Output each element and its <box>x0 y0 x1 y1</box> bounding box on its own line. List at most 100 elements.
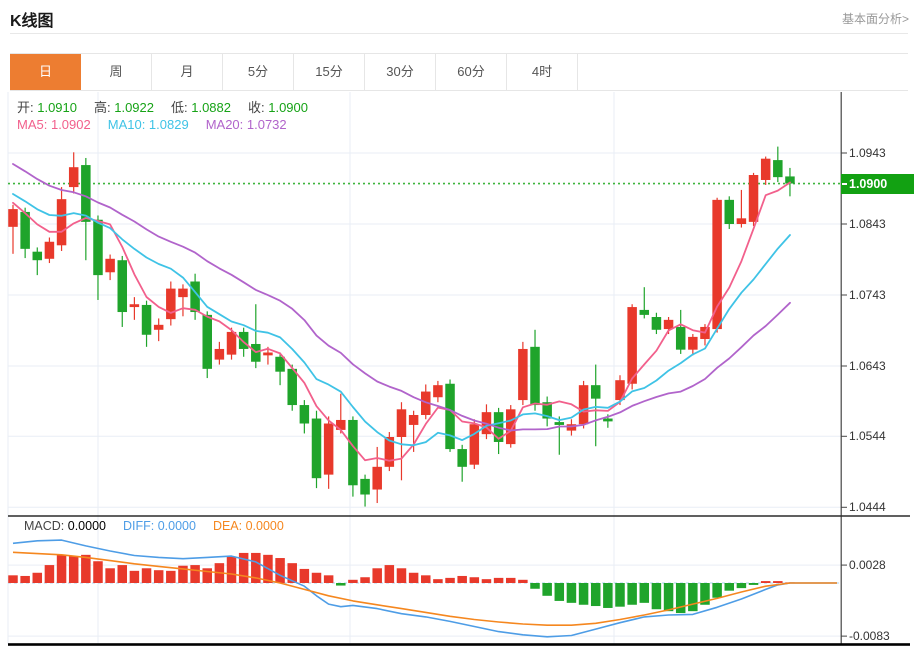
low-label: 低: <box>171 100 192 115</box>
price-tick-label: 1.0444 <box>849 500 886 515</box>
macd-histogram-bar <box>129 570 140 583</box>
macd-histogram-bar <box>275 558 285 583</box>
macd-histogram-bar <box>141 568 152 583</box>
tab-15分[interactable]: 15分 <box>294 54 365 90</box>
candle-body <box>153 324 164 330</box>
candle-body <box>663 319 674 330</box>
candle-body <box>445 383 455 450</box>
macd-histogram-bar <box>663 583 674 612</box>
ma5-readout: MA5: 1.0902 <box>17 117 91 132</box>
macd-histogram-bar <box>153 570 164 583</box>
candle-body <box>712 199 722 330</box>
tab-30分[interactable]: 30分 <box>365 54 436 90</box>
tab-日[interactable]: 日 <box>10 54 81 90</box>
diff-readout: DIFF: 0.0000 <box>123 519 196 533</box>
candle-body <box>178 288 188 298</box>
macd-histogram-bar <box>190 565 200 583</box>
fundamental-analysis-link[interactable]: 基本面分析> <box>841 12 909 26</box>
candle-body <box>56 199 67 246</box>
price-tick-label: 1.0843 <box>849 217 886 231</box>
dea-readout: DEA: 0.0000 <box>213 519 284 533</box>
tab-60分[interactable]: 60分 <box>436 54 507 90</box>
ma10-label: MA10: <box>107 117 149 132</box>
candle-body <box>287 368 297 406</box>
price-tick-label: 1.0643 <box>849 359 886 373</box>
dea-line <box>12 551 837 627</box>
high-label: 高: <box>94 100 115 115</box>
macd-histogram-bar <box>81 554 91 583</box>
candle-body <box>226 331 237 355</box>
candle-body <box>615 380 625 401</box>
diff-line <box>12 539 837 638</box>
macd-histogram-bar <box>554 583 565 601</box>
candle-body <box>688 336 698 350</box>
candle-body <box>214 348 225 360</box>
candle-body <box>129 304 140 308</box>
candle-body <box>360 478 370 495</box>
candle-body <box>336 419 346 430</box>
candle-body <box>384 437 395 467</box>
candle-body <box>8 209 18 227</box>
macd-histogram-bar <box>578 583 589 605</box>
current-price-badge: 1.0900 <box>841 173 914 194</box>
candle-body <box>263 352 273 356</box>
macd-histogram-bar <box>105 568 115 583</box>
macd-histogram-bar <box>748 583 759 585</box>
macd-histogram-bar <box>323 575 334 583</box>
candle-body <box>348 419 358 486</box>
candle-body <box>190 281 200 313</box>
candle-body <box>93 219 103 276</box>
ohlc-readout: 开: 1.0910 高: 1.0922 低: 1.0882 收: 1.0900 <box>17 97 325 116</box>
ma10-value: 1.0829 <box>148 117 189 132</box>
candle-body <box>469 424 480 465</box>
macd-histogram-bar <box>542 583 552 596</box>
macd-histogram-bar <box>421 575 431 583</box>
high-value: 1.0922 <box>114 100 154 115</box>
candle-body <box>505 409 516 445</box>
macd-tick-label: 0.0028 <box>849 558 886 573</box>
macd-histogram-bar <box>32 572 43 583</box>
low-value: 1.0882 <box>191 100 231 115</box>
ma20-value: 1.0732 <box>246 117 287 132</box>
diff-label: DIFF: <box>122 519 158 533</box>
candle-body <box>166 288 176 320</box>
header-divider <box>10 33 908 34</box>
candle-body <box>299 405 310 424</box>
macd-histogram-bar <box>251 552 261 583</box>
candle-body <box>518 348 528 401</box>
candle-body <box>68 167 79 188</box>
macd-histogram-bar <box>20 575 30 583</box>
chart-bottom-border <box>8 643 910 646</box>
candle-body <box>202 314 212 369</box>
macd-histogram-bar <box>360 577 370 583</box>
open-value: 1.0910 <box>37 100 77 115</box>
macd-histogram-bar <box>68 556 79 583</box>
tab-5分[interactable]: 5分 <box>223 54 294 90</box>
candle-body <box>20 211 30 249</box>
macd-histogram-bar <box>675 583 686 614</box>
ma20-label: MA20: <box>205 117 247 132</box>
tab-月[interactable]: 月 <box>152 54 223 90</box>
macd-readout: MACD: 0.0000 <box>24 519 106 533</box>
period-tabbar: 日周月 5分 15分 30分 60分 4时 <box>10 53 908 91</box>
macd-histogram-bar <box>396 568 407 583</box>
macd-histogram-bar <box>760 581 771 583</box>
macd-histogram-bar <box>287 563 297 583</box>
candle-body <box>675 326 686 350</box>
macd-histogram-bar <box>615 583 625 607</box>
ma5-line <box>12 181 791 462</box>
macd-histogram-bar <box>505 577 516 583</box>
price-tick-label: 1.0943 <box>849 146 886 160</box>
tab-4时[interactable]: 4时 <box>507 54 578 90</box>
macd-tick-label: -0.0083 <box>849 629 890 644</box>
macd-histogram-bar <box>469 577 480 583</box>
tab-周[interactable]: 周 <box>81 54 152 90</box>
close-readout: 收: 1.0900 <box>248 100 308 115</box>
ma10-readout: MA10: 1.0829 <box>108 117 189 132</box>
macd-histogram-bar <box>712 583 722 598</box>
macd-histogram-bar <box>651 583 662 610</box>
macd-histogram-bar <box>299 568 310 583</box>
macd-histogram-bar <box>56 554 67 583</box>
high-readout: 高: 1.0922 <box>94 100 154 115</box>
